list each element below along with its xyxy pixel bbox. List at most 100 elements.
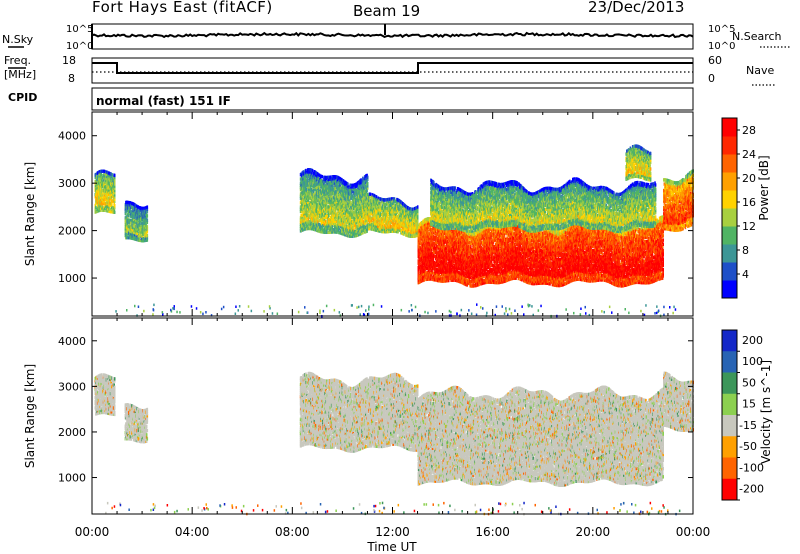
echo-cell xyxy=(310,188,313,192)
echo-cell xyxy=(338,180,341,185)
echo-cell xyxy=(310,207,312,211)
echo-cell xyxy=(138,234,140,238)
echo-cell xyxy=(314,228,317,232)
echo-cell xyxy=(320,210,322,215)
echo-cell xyxy=(134,233,136,237)
echo-cell xyxy=(345,205,347,209)
echo-cell xyxy=(102,180,105,184)
echo-cell xyxy=(108,205,111,209)
echo-cell xyxy=(347,189,350,193)
echo-cell xyxy=(330,219,332,224)
echo-cell xyxy=(320,225,322,230)
echo-cell xyxy=(135,206,138,210)
echo-cell xyxy=(341,199,343,203)
echo-cell xyxy=(343,201,346,205)
echo-cell xyxy=(324,192,326,196)
echo-cell xyxy=(112,184,115,188)
echo-cell xyxy=(334,221,337,226)
echo-cell xyxy=(336,184,339,188)
echo-cell xyxy=(311,169,314,173)
echo-cell xyxy=(98,189,100,194)
echo-cell xyxy=(309,200,311,205)
echo-cell xyxy=(310,196,313,200)
echo-cell xyxy=(143,236,146,241)
echo-cell xyxy=(334,223,337,228)
echo-cell xyxy=(341,187,344,191)
echo-cell xyxy=(144,225,147,230)
echo-cell xyxy=(111,181,113,185)
echo-cell xyxy=(311,203,313,207)
echo-cell xyxy=(366,182,369,186)
echo-cell xyxy=(131,210,133,214)
echo-cell xyxy=(343,205,346,209)
echo-cell xyxy=(350,202,352,207)
echo-cell xyxy=(325,188,328,192)
echo-cell xyxy=(137,229,139,233)
echo-cell xyxy=(146,205,149,209)
echo-cell xyxy=(105,180,107,185)
echo-cell xyxy=(124,229,127,233)
echo-cell xyxy=(308,185,310,189)
echo-cell xyxy=(320,215,323,219)
echo-cell xyxy=(316,180,318,184)
echo-cell xyxy=(344,224,346,228)
echo-cell xyxy=(106,173,109,177)
echo-cell xyxy=(136,235,138,240)
echo-cell xyxy=(330,183,332,188)
echo-cell xyxy=(332,185,334,190)
echo-cell xyxy=(349,209,352,213)
echo-cell xyxy=(334,196,336,200)
echo-cell xyxy=(100,171,102,176)
echo-cell xyxy=(327,201,329,205)
echo-cell xyxy=(319,223,322,227)
echo-cell xyxy=(350,192,353,196)
echo-cell xyxy=(337,194,340,199)
echo-cell xyxy=(129,201,132,205)
echo-cell xyxy=(138,221,141,225)
echo-cell xyxy=(111,186,114,190)
echo-cell xyxy=(126,235,129,240)
echo-cell xyxy=(299,222,302,227)
echo-cell xyxy=(340,197,343,201)
echo-cell xyxy=(340,210,343,214)
echo-cell xyxy=(347,206,349,210)
echo-cell xyxy=(310,190,313,194)
echo-cell xyxy=(312,173,314,177)
echo-cell xyxy=(305,222,308,226)
nave-label: Nave xyxy=(746,64,774,77)
echo-cell xyxy=(309,172,311,176)
echo-cell xyxy=(113,210,116,214)
echo-cell xyxy=(329,190,331,194)
echo-cell xyxy=(99,180,102,184)
echo-cell xyxy=(344,183,347,187)
echo-cell xyxy=(113,206,116,210)
echo-cell xyxy=(324,194,326,199)
echo-cell xyxy=(146,227,149,231)
echo-cell xyxy=(331,194,333,198)
echo-cell xyxy=(332,221,335,226)
echo-cell xyxy=(303,221,305,225)
echo-cell xyxy=(317,216,319,220)
echo-cell xyxy=(321,213,323,217)
echo-cell xyxy=(105,174,108,179)
echo-cell xyxy=(106,198,109,202)
echo-cell xyxy=(307,211,309,215)
echo-cell xyxy=(101,180,104,184)
echo-cell xyxy=(311,205,314,209)
cpid-row: CPID normal (fast) 151 IF xyxy=(8,87,694,111)
echo-cell xyxy=(129,218,132,223)
echo-cell xyxy=(97,209,100,213)
echo-cell xyxy=(345,229,347,233)
nsky-noise-trace xyxy=(91,31,694,39)
echo-cell xyxy=(130,227,133,231)
echo-cell xyxy=(310,185,312,189)
echo-cell xyxy=(304,171,306,175)
echo-cell xyxy=(100,193,102,197)
echo-cell xyxy=(108,196,110,201)
echo-cell xyxy=(138,223,141,227)
echo-cell xyxy=(325,213,327,218)
echo-cell xyxy=(309,176,311,181)
echo-cell xyxy=(109,180,112,184)
echo-cell xyxy=(339,194,341,198)
echo-cell xyxy=(142,228,144,232)
